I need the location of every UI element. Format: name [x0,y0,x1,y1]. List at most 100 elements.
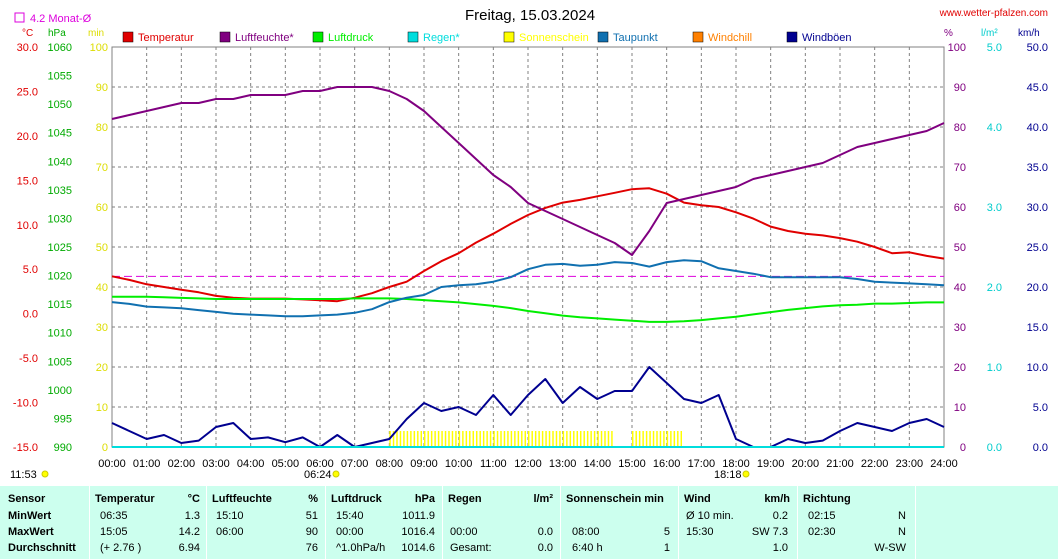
legend-label: Luftdruck [328,32,374,44]
table-divider [560,486,561,559]
sunshine-bar [580,431,582,447]
sunshine-bar [586,431,589,447]
axis-tick-label: 0 [960,442,966,454]
sunshine-bar [507,431,509,447]
sunshine-bar [476,431,478,447]
legend-label: Luftfeuchte* [235,32,294,44]
sunshine-bar [510,431,513,447]
wind-axis-unit: km/h [1018,28,1040,39]
table-cell-label: MaxWert [8,526,54,538]
axis-tick-label: 90 [96,82,108,94]
series-line-windboeen [111,366,945,448]
axis-tick-label: 0.0 [1033,442,1048,454]
table-cell-hum-t: 06:00 [216,526,244,538]
sunshine-bar [424,431,426,447]
table-cell-rain-t: 00:00 [450,526,478,538]
sunshine-bar [638,431,641,447]
sunshine-bar [524,431,526,447]
axis-tick-label: 90 [954,82,966,94]
axis-tick-label: 2.0 [987,282,1002,294]
header-pressure: Luftdruck [331,493,382,505]
axis-tick-label: 25.0 [1027,242,1048,254]
site-link[interactable]: www.wetter-pfalzen.com [939,8,1048,19]
stats-table: Sensor Temperatur °C Luftfeuchte % Luftd… [0,486,1058,559]
chart-title: Freitag, 15.03.2024 [465,7,595,24]
axis-tick-label: 10 [96,402,108,414]
table-cell-press-v: 1016.4 [401,526,435,538]
x-axis-tick-label: 18:00 [722,458,750,470]
sunshine-bar [465,431,468,447]
axis-tick-label: 1035 [48,185,72,197]
table-cell-rain-v: 0.0 [537,542,553,554]
axis-tick-label: 10 [954,402,966,414]
table-cell-dir-t: 02:30 [808,526,836,538]
table-divider [442,486,443,559]
sunshine-bar [514,431,516,447]
x-axis-tick-label: 08:00 [376,458,404,470]
table-cell-wind-t: 15:30 [686,526,714,538]
avg-legend-label: 4.2 Monat-Ø [30,13,92,25]
legend-label: Temperatur [138,32,194,44]
axis-tick-label: -5.0 [19,353,38,365]
header-temperature: Temperatur [95,493,155,505]
axis-tick-label: 30 [96,322,108,334]
sunshine-bar [413,431,416,447]
x-axis-tick-label: 20:00 [792,458,820,470]
table-cell-temp-v: 6.94 [178,542,200,554]
sunshine-bar [680,431,682,447]
x-axis-tick-label: 05:00 [272,458,300,470]
sunshine-bar [469,431,471,447]
sunshine-bar [430,431,433,447]
grid [112,47,944,447]
table-cell-wind-v: 0.2 [772,510,788,522]
avg-legend-box [14,12,25,23]
header-wind-unit: km/h [764,493,790,505]
sunshine-bar [555,431,558,447]
axis-tick-label: 0.0 [23,309,38,321]
table-divider [89,486,90,559]
axis-tick-label: 1030 [48,213,72,225]
sunshine-bar [479,431,481,447]
legend-label: Sonnenschein [519,32,589,44]
axis-tick-label: 80 [954,122,966,134]
sunshine-bar [500,431,502,447]
table-cell-press-t: ^1.0hPa/h [336,542,386,554]
table-cell-temp-t: 06:35 [100,510,128,522]
sunshine-bar [444,431,447,447]
table-cell-dir-v: N [898,526,906,538]
series-lines [111,86,945,448]
table-cell-wind-v: 1.0 [772,542,788,554]
legend-swatch [503,31,515,43]
legend-swatch [312,31,324,43]
humidity-axis-unit: % [944,28,953,39]
header-sunshine: Sonnenschein min [566,493,664,505]
x-axis-tick-label: 11:00 [480,458,507,470]
axis-tick-label: 1045 [48,128,72,140]
header-temperature-unit: °C [187,493,200,505]
axis-tick-label: 20.0 [17,131,38,143]
axis-tick-label: 20 [96,362,108,374]
axis-tick-label: 60 [954,202,966,214]
now-marker [41,470,49,478]
sunshine-bar [472,431,474,447]
legend-swatch [597,31,609,43]
sunshine-bar [392,431,395,447]
x-axis-tick-label: 24:00 [930,458,958,470]
table-cell-rain-v: 0.0 [537,526,553,538]
header-humidity: Luftfeuchte [212,493,272,505]
x-axis-tick-label: 12:00 [514,458,542,470]
axis-tick-label: 15.0 [17,175,38,187]
sunset-marker [742,470,750,478]
table-cell-rain-t: Gesamt: [450,542,492,554]
sunshine-bar [486,431,488,447]
table-cell-sun-v: 5 [663,526,670,538]
sunshine-bar [597,431,599,447]
sunshine-bar [455,431,457,447]
sunshine-bar [531,431,533,447]
sunshine-bar [611,431,613,447]
series-line-luftdruck [112,295,944,323]
table-cell-temp-t: (+ 2.76 ) [100,542,142,554]
sunshine-bar [521,431,523,447]
legend-swatch [219,31,231,43]
axis-tick-label: 15.0 [1027,322,1048,334]
